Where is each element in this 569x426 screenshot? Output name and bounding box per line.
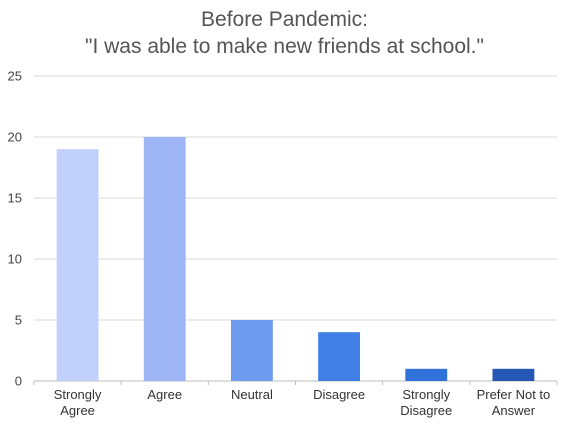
y-tick-label-25: 25	[8, 69, 22, 84]
x-category-label-5-line-1: Answer	[492, 403, 536, 418]
y-tick-label-5: 5	[15, 313, 22, 328]
y-tick-label-0: 0	[15, 374, 22, 389]
bar-3	[318, 332, 361, 381]
y-tick-label-10: 10	[8, 252, 22, 267]
x-category-label-2: Neutral	[231, 387, 273, 402]
x-category-label-0-line-0: Strongly	[54, 387, 102, 402]
x-category-label-5-line-0: Prefer Not to	[477, 387, 551, 402]
bar-4	[405, 368, 448, 381]
x-category-label-4-line-0: Strongly	[402, 387, 450, 402]
y-tick-label-20: 20	[8, 130, 22, 145]
bar-0	[56, 149, 99, 381]
bar-5	[492, 368, 535, 381]
x-category-label-0: Strongly Agree	[54, 387, 102, 418]
x-category-label-1: Agree	[147, 387, 182, 402]
chart-title-line-1: Before Pandemic:	[201, 8, 368, 31]
x-category-label-4-line-1: Disagree	[400, 403, 452, 418]
x-category-label-4: Strongly Disagree	[400, 387, 452, 418]
chart-title-line-2: "I was able to make new friends at schoo…	[85, 35, 484, 58]
y-tick-label-15: 15	[8, 191, 22, 206]
bar-2	[230, 320, 273, 381]
x-category-label-3-line-0: Disagree	[313, 387, 365, 402]
bar-1	[143, 137, 186, 381]
x-category-label-5: Prefer Not to Answer	[477, 387, 551, 418]
x-category-label-1-line-0: Agree	[147, 387, 182, 402]
x-category-label-3: Disagree	[313, 387, 365, 402]
x-category-label-0-line-1: Agree	[60, 403, 95, 418]
x-category-label-2-line-0: Neutral	[231, 387, 273, 402]
chart-title: Before Pandemic: "I was able to make new…	[0, 6, 569, 60]
